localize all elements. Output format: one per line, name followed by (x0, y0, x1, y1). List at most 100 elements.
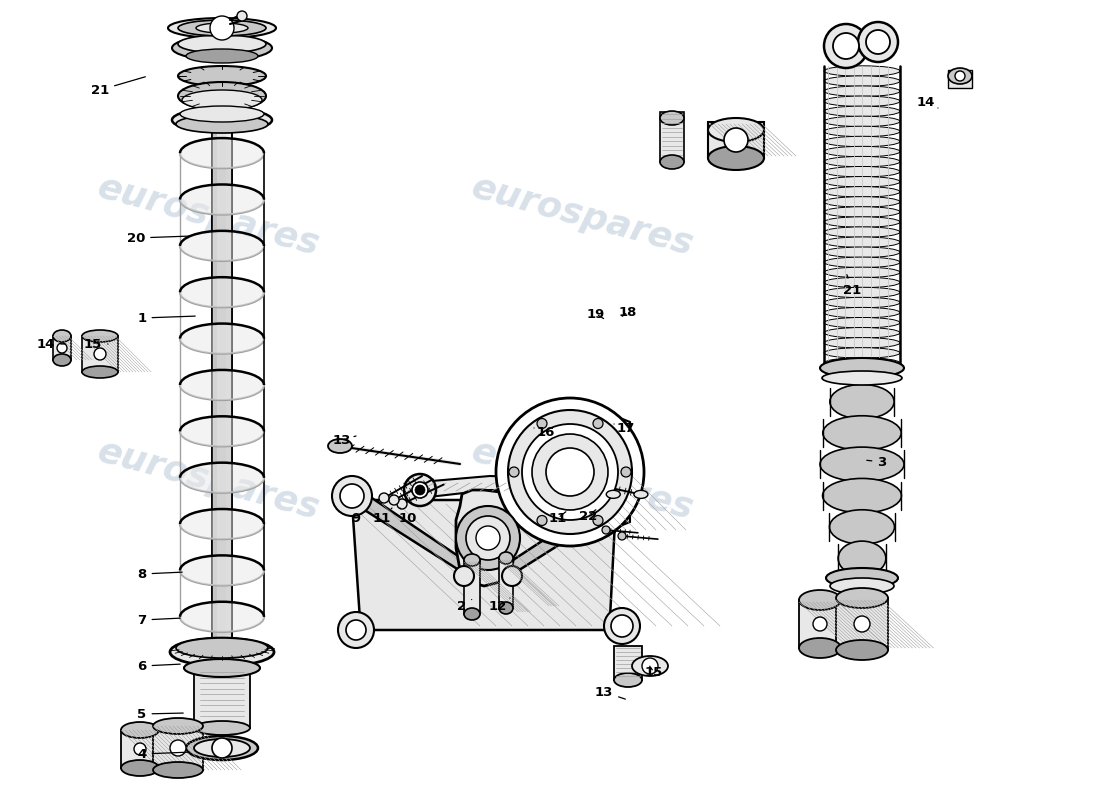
Bar (614, 646, 642, 680)
Ellipse shape (824, 116, 900, 126)
Bar (121, 730, 160, 768)
Ellipse shape (830, 578, 894, 594)
Ellipse shape (178, 66, 266, 86)
Ellipse shape (379, 493, 389, 503)
Ellipse shape (180, 185, 264, 214)
Ellipse shape (854, 616, 870, 632)
Ellipse shape (824, 348, 900, 358)
Bar (53, 336, 72, 360)
Ellipse shape (53, 354, 72, 366)
Ellipse shape (464, 554, 480, 566)
Ellipse shape (186, 49, 258, 63)
Ellipse shape (180, 555, 264, 586)
Ellipse shape (180, 370, 264, 400)
Ellipse shape (955, 71, 965, 81)
Ellipse shape (823, 416, 901, 450)
Text: 21: 21 (843, 274, 861, 297)
Ellipse shape (824, 146, 900, 157)
Ellipse shape (824, 327, 900, 338)
Text: 10: 10 (399, 508, 417, 525)
Ellipse shape (509, 467, 519, 477)
Text: 13: 13 (333, 434, 356, 446)
Bar (660, 112, 684, 162)
Ellipse shape (593, 515, 603, 526)
Text: 19: 19 (587, 307, 605, 321)
Ellipse shape (194, 739, 250, 757)
Ellipse shape (708, 118, 764, 142)
Ellipse shape (57, 343, 67, 353)
Text: 11: 11 (549, 511, 568, 525)
Ellipse shape (822, 371, 902, 385)
Ellipse shape (604, 608, 640, 644)
Text: 15: 15 (84, 338, 108, 350)
Ellipse shape (176, 638, 268, 658)
Ellipse shape (824, 86, 900, 97)
Ellipse shape (606, 490, 620, 498)
Ellipse shape (415, 485, 425, 495)
Ellipse shape (634, 490, 648, 498)
Ellipse shape (194, 721, 250, 735)
Ellipse shape (836, 588, 888, 608)
Text: eurospares: eurospares (95, 170, 323, 262)
Ellipse shape (397, 499, 407, 509)
Bar (836, 598, 888, 650)
Ellipse shape (820, 358, 904, 378)
Text: 14: 14 (36, 338, 65, 350)
Text: 17: 17 (614, 422, 635, 434)
Text: 3: 3 (867, 455, 887, 469)
Ellipse shape (708, 146, 764, 170)
Ellipse shape (180, 231, 264, 261)
Text: 11: 11 (373, 508, 392, 525)
Bar (212, 130, 232, 650)
Ellipse shape (824, 186, 900, 197)
Ellipse shape (346, 620, 366, 640)
Ellipse shape (389, 495, 399, 505)
Ellipse shape (196, 23, 248, 33)
Ellipse shape (172, 36, 272, 60)
Ellipse shape (602, 526, 610, 534)
Ellipse shape (618, 532, 626, 540)
Ellipse shape (824, 298, 900, 308)
Ellipse shape (180, 462, 264, 493)
Ellipse shape (829, 385, 894, 419)
Ellipse shape (588, 483, 603, 497)
Ellipse shape (824, 197, 900, 207)
Polygon shape (344, 500, 626, 630)
Ellipse shape (134, 743, 146, 755)
Ellipse shape (170, 638, 274, 666)
Ellipse shape (496, 398, 644, 546)
Ellipse shape (824, 237, 900, 247)
Ellipse shape (170, 740, 186, 756)
Polygon shape (420, 476, 596, 498)
Ellipse shape (829, 510, 894, 544)
Ellipse shape (660, 155, 684, 169)
Ellipse shape (176, 115, 268, 133)
Ellipse shape (824, 106, 900, 117)
Ellipse shape (178, 82, 266, 110)
Ellipse shape (53, 330, 72, 342)
Text: 4: 4 (138, 747, 189, 761)
Ellipse shape (499, 602, 513, 614)
Ellipse shape (824, 267, 900, 278)
Text: 20: 20 (126, 231, 189, 245)
Ellipse shape (824, 156, 900, 167)
Polygon shape (456, 490, 516, 586)
Bar (82, 336, 118, 372)
Ellipse shape (824, 318, 900, 328)
Text: 5: 5 (138, 707, 184, 721)
Text: 12: 12 (488, 598, 510, 613)
Ellipse shape (824, 277, 900, 288)
Ellipse shape (212, 738, 232, 758)
Ellipse shape (328, 439, 352, 453)
Ellipse shape (824, 287, 900, 298)
Ellipse shape (532, 434, 608, 510)
Ellipse shape (153, 762, 204, 778)
Ellipse shape (824, 257, 900, 267)
Text: 2: 2 (458, 599, 472, 613)
Ellipse shape (824, 338, 900, 348)
Bar (194, 668, 250, 728)
Text: 16: 16 (534, 426, 556, 438)
Ellipse shape (824, 166, 900, 177)
Ellipse shape (813, 617, 827, 631)
Ellipse shape (537, 515, 547, 526)
